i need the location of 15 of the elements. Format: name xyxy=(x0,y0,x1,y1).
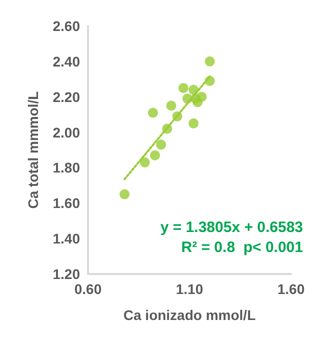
x-tick-label: 1.10 xyxy=(176,281,204,297)
annotation: y = 1.3805x + 0.6583 xyxy=(160,219,304,236)
y-tick-label: 2.00 xyxy=(52,124,80,140)
y-tick-label: 1.40 xyxy=(52,230,80,247)
y-axis-title: Ca total mmmol/L xyxy=(25,90,41,209)
y-tick-label: 2.40 xyxy=(52,53,80,70)
y-tick-label: 2.20 xyxy=(52,88,80,105)
x-tick-label: 1.60 xyxy=(277,281,305,297)
annotation: R² = 0.8 p< 0.001 xyxy=(181,239,304,256)
x-tick-label: 0.60 xyxy=(74,281,102,297)
x-axis-title: Ca ionizado mmol/L xyxy=(123,307,256,323)
y-tick-label: 1.20 xyxy=(52,266,80,282)
y-tick-label: 2.60 xyxy=(52,18,80,34)
y-tick-label: 1.60 xyxy=(52,195,80,212)
y-tick-label: 1.80 xyxy=(52,160,80,176)
